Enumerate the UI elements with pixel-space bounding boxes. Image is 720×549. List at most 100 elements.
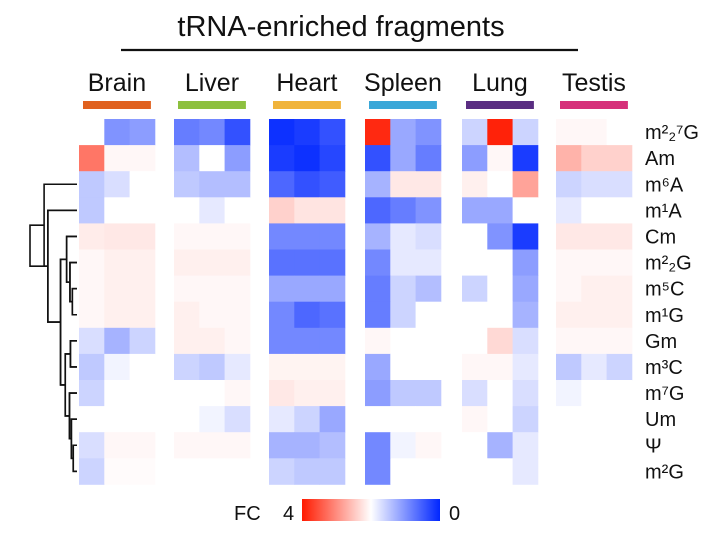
row-label: Ψ [645, 435, 662, 457]
heatmap-cell [104, 275, 130, 303]
heatmap-cell [79, 327, 105, 355]
heatmap-cell [512, 249, 539, 276]
dendrogram-branch [70, 418, 77, 460]
heatmap-cell [365, 432, 391, 459]
heatmap-cell [104, 380, 130, 407]
heatmap-cell [365, 380, 391, 407]
heatmap-cell [365, 197, 391, 224]
heatmap-cell [104, 353, 130, 381]
heatmap-cell [129, 406, 156, 433]
heatmap-cell [174, 197, 200, 224]
heatmap-cell [487, 406, 513, 433]
heatmap-cell [581, 458, 607, 485]
heatmap-cell [224, 406, 251, 433]
heatmap-cell [129, 171, 156, 198]
heatmap-cell [487, 197, 513, 224]
dendrogram-branch [72, 444, 77, 473]
heatmap-cell [390, 275, 416, 303]
heatmap-cell [79, 275, 105, 303]
heatmap-cell [319, 327, 346, 355]
heatmap-cell [269, 197, 295, 224]
heatmap-cell [269, 380, 295, 407]
heatmap-cell [294, 275, 320, 303]
heatmap-cell [365, 301, 391, 329]
heatmap-cell [199, 327, 225, 355]
heatmap-cell [174, 145, 200, 172]
heatmap-cell [487, 432, 513, 459]
heatmap-cell [581, 406, 607, 433]
group-label: Testis [562, 69, 626, 97]
heatmap-cell [606, 380, 633, 407]
dendrogram-branch [29, 224, 48, 268]
heatmap-cell [294, 458, 320, 485]
heatmap-cell [319, 171, 346, 198]
heatmap-cell [487, 327, 513, 355]
heatmap-cell [174, 223, 200, 250]
heatmap-cell [269, 249, 295, 276]
heatmap-cell [319, 353, 346, 381]
heatmap-cell [199, 197, 225, 224]
heatmap-cell [365, 171, 391, 198]
heatmap-cell [415, 275, 442, 303]
heatmap-cell [104, 145, 130, 172]
heatmap-cell [79, 223, 105, 250]
heatmap-cell [365, 327, 391, 355]
heatmap-cell [512, 327, 539, 355]
heatmap-cell [319, 432, 346, 459]
heatmap-cell [319, 223, 346, 250]
heatmap-cell [199, 249, 225, 276]
heatmap-cell [269, 432, 295, 459]
group-label: Heart [276, 69, 337, 97]
heatmap-cell [79, 249, 105, 276]
heatmap-cell [512, 145, 539, 172]
row-label: m³C [645, 357, 683, 379]
heatmap-cell [390, 223, 416, 250]
group-color-bar [178, 101, 246, 109]
heatmap-cell [390, 353, 416, 381]
group-label: Liver [185, 69, 239, 97]
heatmap-cell [556, 406, 582, 433]
heatmap-cell [390, 197, 416, 224]
heatmap-cell [224, 301, 251, 329]
heatmap-cell [462, 249, 488, 276]
heatmap-cell [581, 301, 607, 329]
heatmap-cell [415, 353, 442, 381]
heatmap-cell [606, 171, 633, 198]
heatmap-cell [224, 327, 251, 355]
heatmap-cell [224, 353, 251, 381]
heatmap-cell [269, 353, 295, 381]
heatmap-cell [79, 380, 105, 407]
row-label: m⁷G [645, 383, 684, 405]
heatmap-cell [556, 197, 582, 224]
heatmap-cell [174, 171, 200, 198]
heatmap-cell [129, 353, 156, 381]
heatmap-cell [462, 171, 488, 198]
heatmap-cell [415, 249, 442, 276]
heatmap-cell [129, 197, 156, 224]
dendrogram-branch [69, 261, 77, 303]
group-color-bar [83, 101, 151, 109]
heatmap-cell [581, 145, 607, 172]
heatmap-cell [294, 171, 320, 198]
heatmap-cell [199, 119, 225, 146]
heatmap-cell [199, 171, 225, 198]
heatmap-cell [199, 458, 225, 485]
heatmap-cell [556, 327, 582, 355]
group-label: Spleen [364, 69, 442, 97]
heatmap-cell [79, 458, 105, 485]
heatmap-cell [294, 432, 320, 459]
heatmap-cell [104, 301, 130, 329]
heatmap-cell [390, 145, 416, 172]
dendrogram-branch [43, 183, 77, 268]
heatmap-cell [319, 249, 346, 276]
heatmap-cell [581, 223, 607, 250]
row-label: m⁵C [645, 279, 684, 301]
heatmap-cell [606, 119, 633, 146]
heatmap-cell [581, 171, 607, 198]
heatmap-cell [556, 249, 582, 276]
heatmap-cell [556, 432, 582, 459]
heatmap-cell [556, 275, 582, 303]
heatmap-cell [224, 145, 251, 172]
heatmap-cell [79, 432, 105, 459]
